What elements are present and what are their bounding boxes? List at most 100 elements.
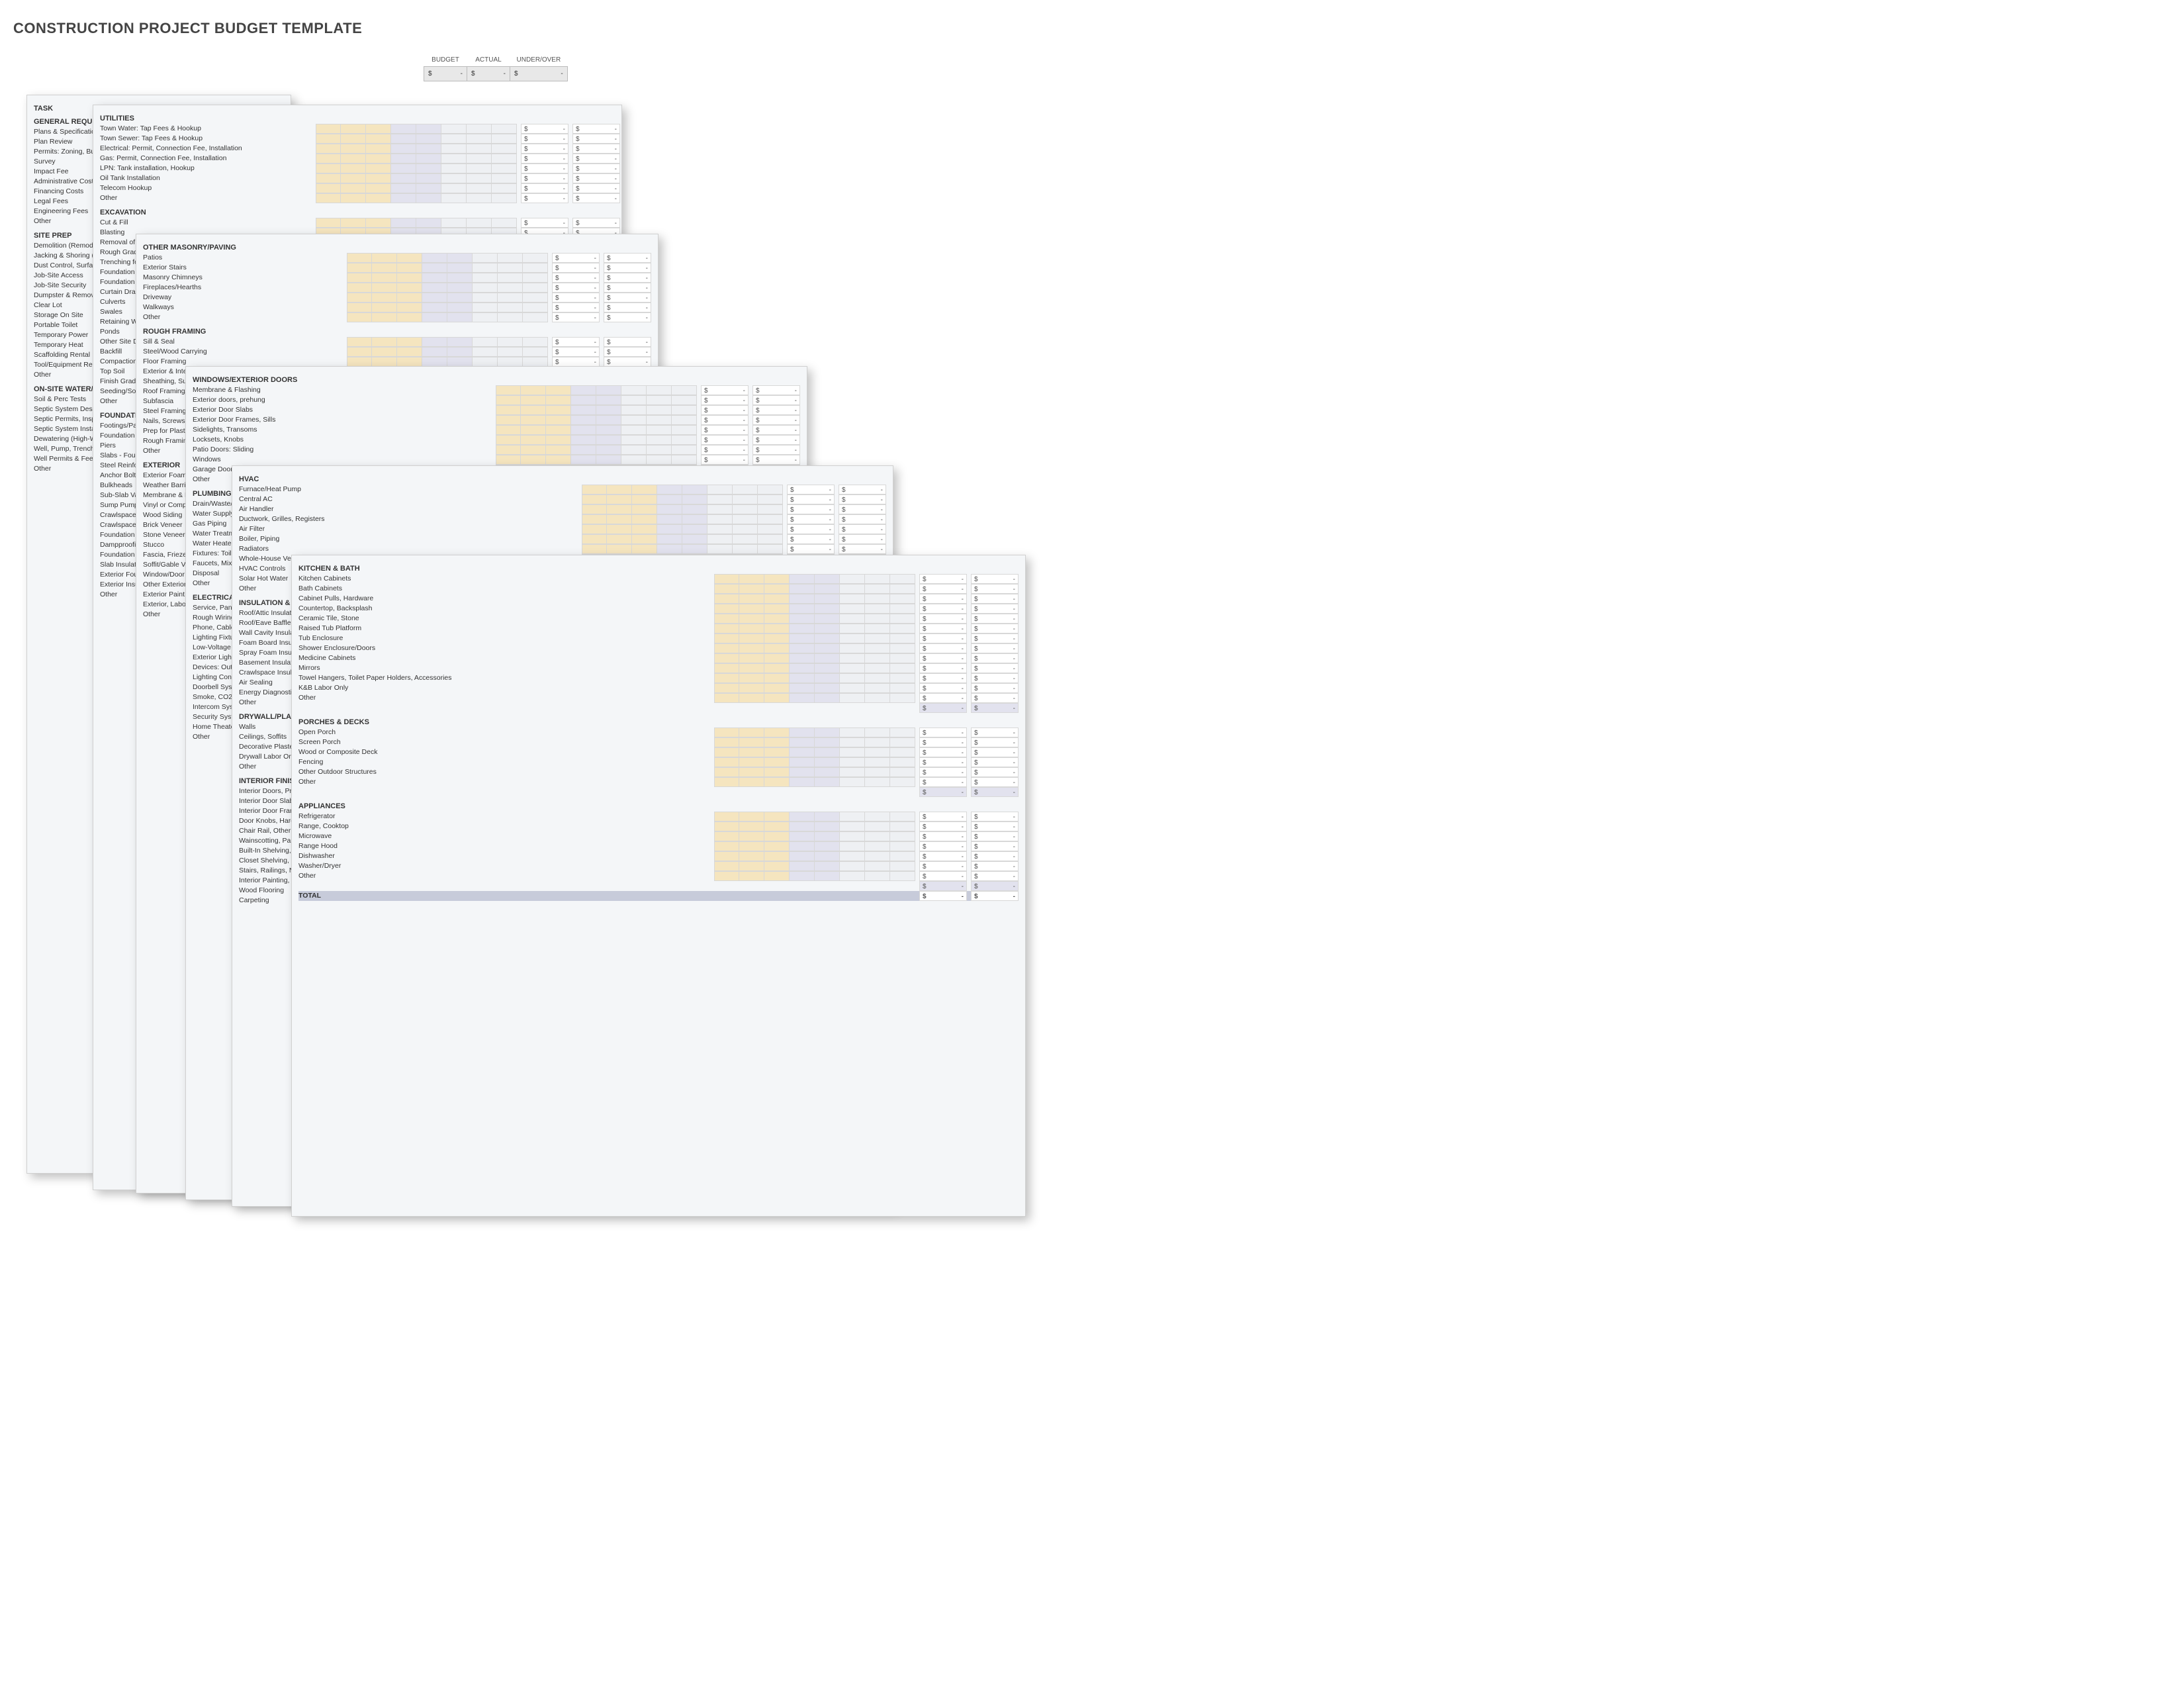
input-cell[interactable]	[397, 347, 422, 357]
input-cell[interactable]	[397, 293, 422, 303]
money-cell[interactable]: $-	[919, 683, 967, 693]
input-cell[interactable]	[790, 643, 815, 653]
input-cell[interactable]	[596, 415, 621, 425]
input-cell[interactable]	[840, 673, 865, 683]
input-cell[interactable]	[347, 293, 372, 303]
input-cell[interactable]	[441, 183, 467, 193]
input-cell[interactable]	[890, 633, 915, 643]
input-cell[interactable]	[492, 154, 517, 164]
input-cell[interactable]	[498, 357, 523, 367]
input-cell[interactable]	[372, 283, 397, 293]
input-cell[interactable]	[840, 594, 865, 604]
input-cell[interactable]	[764, 871, 790, 881]
input-cell[interactable]	[739, 841, 764, 851]
input-cell[interactable]	[621, 435, 647, 445]
input-cell[interactable]	[473, 253, 498, 263]
money-cell[interactable]: $-	[572, 218, 620, 228]
input-cell[interactable]	[733, 544, 758, 554]
input-cell[interactable]	[498, 347, 523, 357]
input-cell[interactable]	[790, 777, 815, 787]
input-cell[interactable]	[582, 494, 607, 504]
input-cell[interactable]	[391, 193, 416, 203]
input-cell[interactable]	[441, 164, 467, 173]
input-cell[interactable]	[815, 831, 840, 841]
input-cell[interactable]	[366, 173, 391, 183]
input-cell[interactable]	[391, 164, 416, 173]
input-cell[interactable]	[596, 425, 621, 435]
money-cell[interactable]: $-	[787, 544, 835, 554]
input-cell[interactable]	[840, 871, 865, 881]
input-cell[interactable]	[739, 693, 764, 703]
input-cell[interactable]	[714, 624, 739, 633]
input-cell[interactable]	[647, 455, 672, 465]
input-cell[interactable]	[790, 624, 815, 633]
input-cell[interactable]	[571, 385, 596, 395]
money-cell[interactable]: $-	[552, 347, 600, 357]
input-cell[interactable]	[441, 173, 467, 183]
input-cell[interactable]	[865, 584, 890, 594]
input-cell[interactable]	[840, 683, 865, 693]
money-cell[interactable]: $-	[971, 673, 1019, 683]
input-cell[interactable]	[341, 164, 366, 173]
money-cell[interactable]: $-	[919, 777, 967, 787]
input-cell[interactable]	[316, 154, 341, 164]
input-cell[interactable]	[790, 767, 815, 777]
money-cell[interactable]: $-	[552, 263, 600, 273]
input-cell[interactable]	[391, 144, 416, 154]
input-cell[interactable]	[372, 253, 397, 263]
input-cell[interactable]	[467, 144, 492, 154]
input-cell[interactable]	[316, 183, 341, 193]
input-cell[interactable]	[341, 173, 366, 183]
input-cell[interactable]	[372, 303, 397, 312]
input-cell[interactable]	[632, 494, 657, 504]
input-cell[interactable]	[815, 663, 840, 673]
input-cell[interactable]	[865, 633, 890, 643]
input-cell[interactable]	[815, 574, 840, 584]
input-cell[interactable]	[865, 653, 890, 663]
input-cell[interactable]	[758, 544, 783, 554]
input-cell[interactable]	[498, 273, 523, 283]
money-cell[interactable]: $-	[971, 757, 1019, 767]
money-cell[interactable]: $-	[787, 524, 835, 534]
input-cell[interactable]	[492, 193, 517, 203]
input-cell[interactable]	[682, 534, 707, 544]
input-cell[interactable]	[840, 624, 865, 633]
summary-cell[interactable]: $-	[510, 67, 568, 81]
input-cell[interactable]	[571, 455, 596, 465]
input-cell[interactable]	[416, 154, 441, 164]
input-cell[interactable]	[607, 544, 632, 554]
input-cell[interactable]	[347, 347, 372, 357]
input-cell[interactable]	[707, 524, 733, 534]
input-cell[interactable]	[840, 831, 865, 841]
input-cell[interactable]	[890, 812, 915, 821]
input-cell[interactable]	[422, 263, 447, 273]
money-cell[interactable]: $-	[839, 504, 886, 514]
input-cell[interactable]	[647, 445, 672, 455]
money-cell[interactable]: $-	[552, 253, 600, 263]
input-cell[interactable]	[764, 777, 790, 787]
input-cell[interactable]	[523, 263, 548, 273]
input-cell[interactable]	[546, 445, 571, 455]
input-cell[interactable]	[473, 273, 498, 283]
input-cell[interactable]	[865, 594, 890, 604]
input-cell[interactable]	[865, 841, 890, 851]
money-cell[interactable]: $-	[919, 693, 967, 703]
input-cell[interactable]	[714, 757, 739, 767]
input-cell[interactable]	[467, 134, 492, 144]
input-cell[interactable]	[840, 861, 865, 871]
money-cell[interactable]: $-	[971, 693, 1019, 703]
input-cell[interactable]	[647, 425, 672, 435]
input-cell[interactable]	[372, 293, 397, 303]
money-cell[interactable]: $-	[971, 737, 1019, 747]
money-cell[interactable]: $-	[752, 395, 800, 405]
input-cell[interactable]	[739, 683, 764, 693]
input-cell[interactable]	[447, 273, 473, 283]
input-cell[interactable]	[890, 663, 915, 673]
input-cell[interactable]	[498, 263, 523, 273]
input-cell[interactable]	[347, 357, 372, 367]
input-cell[interactable]	[764, 757, 790, 767]
input-cell[interactable]	[447, 293, 473, 303]
input-cell[interactable]	[546, 405, 571, 415]
input-cell[interactable]	[498, 337, 523, 347]
input-cell[interactable]	[366, 134, 391, 144]
